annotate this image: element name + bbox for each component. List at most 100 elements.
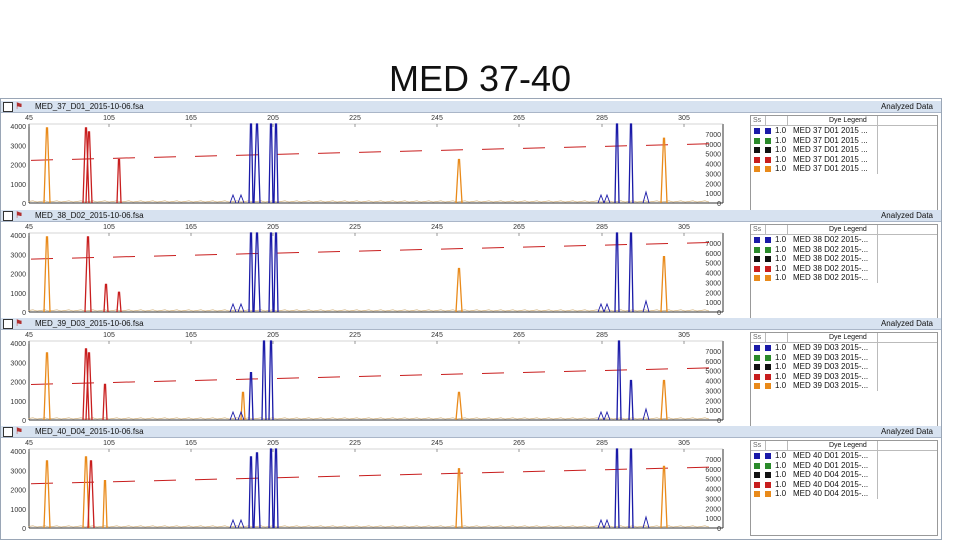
panel-select-checkbox[interactable] bbox=[3, 427, 13, 437]
legend-title: Dye Legend bbox=[829, 442, 867, 449]
x-tick-label: 245 bbox=[431, 115, 443, 122]
dye-sample-label: MED 38 D02 2015-... bbox=[793, 254, 869, 264]
minor-peak-trace bbox=[229, 302, 237, 313]
dye-scale-value: 1.0 bbox=[775, 371, 787, 381]
dye-sample-label: MED 37 D01 2015 ... bbox=[793, 135, 868, 145]
dye-color-swatch bbox=[754, 462, 760, 469]
legend-row[interactable]: 1.0 MED 40 D01 2015-... bbox=[751, 451, 937, 461]
analyzed-data-label: Analyzed Data bbox=[880, 102, 933, 111]
electropherogram-plot[interactable]: 45 105 165 205 225 245 265 285 305 4000 3000 2000 10… bbox=[1, 113, 731, 209]
y-tick-label-right: 4000 bbox=[705, 487, 721, 494]
dye-scale-value: 1.0 bbox=[775, 126, 787, 135]
size-standard-marker bbox=[645, 368, 669, 370]
legend-row[interactable]: 1.0 MED 39 D03 2015-... bbox=[751, 352, 937, 363]
legend-row[interactable]: 1.0 MED 38 D02 2015-... bbox=[751, 235, 937, 245]
legend-row[interactable]: 1.0 MED 39 D03 2015-... bbox=[751, 362, 937, 372]
dye-color-swatch bbox=[754, 453, 760, 459]
size-standard-marker bbox=[399, 473, 423, 476]
peak-trace bbox=[248, 456, 254, 529]
dye-color-swatch bbox=[765, 256, 771, 263]
x-tick-label: 285 bbox=[596, 440, 608, 447]
dye-color-swatch bbox=[754, 246, 760, 253]
dye-color-swatch bbox=[754, 156, 760, 163]
legend-row[interactable]: 1.0 MED 37 D01 2015 ... bbox=[751, 164, 937, 174]
dye-scale-value: 1.0 bbox=[775, 343, 787, 352]
legend-row[interactable]: 1.0 MED 38 D02 2015-... bbox=[751, 273, 937, 283]
peak-trace bbox=[102, 479, 108, 529]
legend-row[interactable]: 1.0 MED 38 D02 2015-... bbox=[751, 244, 937, 255]
size-standard-marker bbox=[276, 377, 300, 379]
legend-row[interactable]: 1.0 MED 37 D01 2015 ... bbox=[751, 145, 937, 155]
panel-select-checkbox[interactable] bbox=[3, 319, 13, 329]
peak-trace bbox=[82, 456, 90, 529]
peak-trace bbox=[455, 391, 463, 421]
legend-row[interactable]: 1.0 MED 38 D02 2015-... bbox=[751, 263, 937, 274]
peak-trace bbox=[43, 460, 51, 529]
peak-trace bbox=[253, 123, 261, 204]
legend-row[interactable]: 1.0 MED 39 D03 2015-... bbox=[751, 381, 937, 391]
size-standard-marker bbox=[522, 470, 546, 473]
y-tick-label-left: 4000 bbox=[10, 341, 26, 348]
sample-flag-icon[interactable]: ⚑ bbox=[15, 101, 24, 111]
y-tick-label-right: 2000 bbox=[705, 181, 721, 188]
legend-row[interactable]: 1.0 MED 40 D04 2015-... bbox=[751, 470, 937, 480]
trace-canvas: 45 105 165 205 225 245 265 285 305 4000 3000 2000 10… bbox=[10, 332, 724, 425]
size-standard-marker bbox=[30, 257, 54, 260]
peak-trace bbox=[253, 452, 261, 529]
legend-ss-header: Ss bbox=[753, 334, 762, 341]
size-standard-marker bbox=[563, 370, 587, 372]
electropherogram-plot[interactable]: 45 105 165 205 225 245 265 285 305 4000 3000 2000 10… bbox=[1, 438, 731, 534]
legend-row[interactable]: 1.0 MED 38 D02 2015-... bbox=[751, 254, 937, 264]
electropherogram-plot[interactable]: 45 105 165 205 225 245 265 285 305 4000 3000 2000 10… bbox=[1, 222, 731, 318]
peak-trace bbox=[628, 448, 634, 529]
size-standard-marker bbox=[440, 373, 464, 375]
legend-row[interactable]: 1.0 MED 37 D01 2015 ... bbox=[751, 126, 937, 136]
legend-row[interactable]: 1.0 MED 40 D01 2015-... bbox=[751, 460, 937, 471]
size-standard-marker bbox=[686, 143, 710, 145]
sample-flag-icon[interactable]: ⚑ bbox=[15, 210, 24, 220]
dye-color-swatch bbox=[765, 453, 771, 459]
dye-sample-label: MED 39 D03 2015-... bbox=[793, 352, 869, 362]
x-tick-label: 265 bbox=[513, 332, 525, 339]
size-standard-marker bbox=[358, 151, 382, 153]
dye-color-swatch bbox=[754, 275, 760, 282]
y-tick-label-left: 3000 bbox=[10, 252, 26, 259]
sample-panel: ⚑ MED_40_D04_2015-10-06.fsa Analyzed Data 4… bbox=[1, 426, 941, 536]
size-standard-marker bbox=[563, 469, 587, 472]
dye-color-swatch bbox=[765, 491, 771, 498]
y-tick-label-right: 1000 bbox=[705, 516, 721, 523]
peak-trace bbox=[660, 256, 668, 313]
minor-peak-trace bbox=[603, 193, 611, 204]
panel-select-checkbox[interactable] bbox=[3, 102, 13, 112]
sample-file-name: MED_37_D01_2015-10-06.fsa bbox=[35, 102, 144, 111]
size-standard-marker bbox=[399, 150, 423, 152]
dye-color-swatch bbox=[754, 166, 760, 173]
size-standard-marker bbox=[358, 375, 382, 377]
legend-row[interactable]: 1.0 MED 37 D01 2015 ... bbox=[751, 154, 937, 165]
dye-scale-value: 1.0 bbox=[775, 460, 787, 470]
x-tick-label: 265 bbox=[513, 224, 525, 231]
legend-row[interactable]: 1.0 MED 40 D04 2015-... bbox=[751, 479, 937, 490]
size-standard-marker bbox=[30, 482, 54, 485]
electropherogram-plot[interactable]: 45 105 165 205 225 245 265 285 305 4000 3000 2000 10… bbox=[1, 330, 731, 426]
dye-sample-label: MED 39 D03 2015-... bbox=[793, 343, 869, 352]
y-tick-label-left: 3000 bbox=[10, 468, 26, 475]
panel-select-checkbox[interactable] bbox=[3, 211, 13, 221]
y-tick-label-left: 4000 bbox=[10, 449, 26, 456]
peak-trace bbox=[240, 391, 246, 421]
legend-row[interactable]: 1.0 MED 39 D03 2015-... bbox=[751, 371, 937, 382]
sample-flag-icon[interactable]: ⚑ bbox=[15, 318, 24, 328]
legend-row[interactable]: 1.0 MED 40 D04 2015-... bbox=[751, 489, 937, 499]
x-tick-label: 305 bbox=[678, 332, 690, 339]
dye-color-swatch bbox=[754, 383, 760, 390]
dye-legend: Ss Dye Legend 1.0 MED 39 D03 2015-... 1.0 MED… bbox=[750, 332, 938, 428]
size-standard-marker bbox=[440, 149, 464, 151]
legend-row[interactable]: 1.0 MED 37 D01 2015 ... bbox=[751, 135, 937, 146]
x-tick-label: 105 bbox=[103, 332, 115, 339]
x-tick-label: 225 bbox=[349, 224, 361, 231]
peak-trace bbox=[614, 448, 620, 529]
peak-trace bbox=[273, 232, 279, 313]
sample-flag-icon[interactable]: ⚑ bbox=[15, 426, 24, 436]
trace-canvas: 45 105 165 205 225 245 265 285 305 4000 3000 2000 10… bbox=[10, 224, 724, 317]
legend-row[interactable]: 1.0 MED 39 D03 2015-... bbox=[751, 343, 937, 353]
